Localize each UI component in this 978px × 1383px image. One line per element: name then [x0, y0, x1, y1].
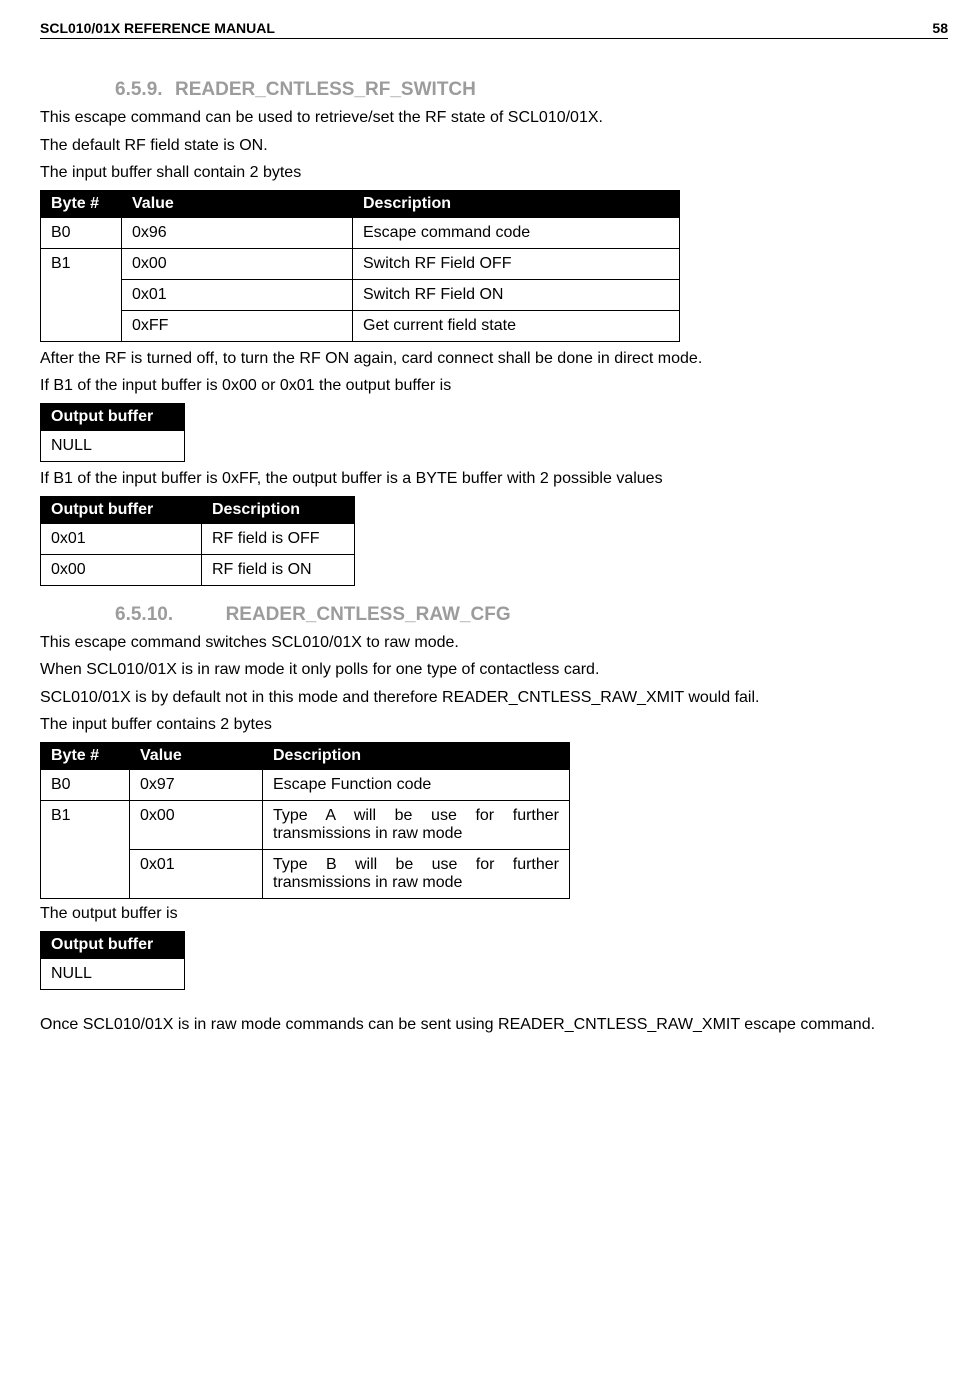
- paragraph: The default RF field state is ON.: [40, 135, 948, 157]
- table-cell: Type A will be use for further transmiss…: [263, 800, 570, 849]
- table-header: Description: [353, 190, 680, 217]
- table-row: NULL: [41, 430, 185, 461]
- paragraph: When SCL010/01X is in raw mode it only p…: [40, 659, 948, 681]
- table-cell: RF field is ON: [202, 554, 355, 585]
- table-row: B1 0x00 Type A will be use for further t…: [41, 800, 570, 849]
- table-cell: B0: [41, 769, 130, 800]
- table-header-row: Output buffer: [41, 403, 185, 430]
- table-cell: 0x00: [130, 800, 263, 849]
- table-cell: 0x01: [130, 849, 263, 898]
- page-header: SCL010/01X REFERENCE MANUAL 58: [40, 20, 948, 39]
- paragraph: If B1 of the input buffer is 0x00 or 0x0…: [40, 375, 948, 397]
- input-buffer-table-2: Byte # Value Description B0 0x97 Escape …: [40, 742, 570, 899]
- section-number: 6.5.9.: [115, 79, 163, 100]
- section-title: READER_CNTLESS_RF_SWITCH: [175, 79, 476, 100]
- table-cell: 0x97: [130, 769, 263, 800]
- output-buffer-table-2: Output buffer Description 0x01 RF field …: [40, 496, 355, 586]
- table-cell: 0x96: [122, 217, 353, 248]
- table-header: Byte #: [41, 742, 130, 769]
- table-header-row: Byte # Value Description: [41, 190, 680, 217]
- table-header-row: Output buffer: [41, 931, 185, 958]
- table-cell: NULL: [41, 430, 185, 461]
- table-header: Value: [122, 190, 353, 217]
- paragraph: The input buffer contains 2 bytes: [40, 714, 948, 736]
- table-cell: Switch RF Field OFF: [353, 248, 680, 279]
- section-heading-rf-switch: 6.5.9. READER_CNTLESS_RF_SWITCH: [115, 79, 948, 101]
- section-title: READER_CNTLESS_RAW_CFG: [226, 604, 511, 625]
- paragraph: After the RF is turned off, to turn the …: [40, 348, 948, 370]
- table-row: B0 0x96 Escape command code: [41, 217, 680, 248]
- doc-title: SCL010/01X REFERENCE MANUAL: [40, 20, 275, 36]
- table-header: Output buffer: [41, 931, 185, 958]
- table-cell: 0x00: [122, 248, 353, 279]
- paragraph: The output buffer is: [40, 903, 948, 925]
- table-cell: NULL: [41, 958, 185, 989]
- table-cell: B0: [41, 217, 122, 248]
- table-cell: Escape command code: [353, 217, 680, 248]
- section-number: 6.5.10.: [115, 604, 173, 625]
- table-row: B1 0x00 Switch RF Field OFF: [41, 248, 680, 279]
- paragraph: If B1 of the input buffer is 0xFF, the o…: [40, 468, 948, 490]
- table-row: B0 0x97 Escape Function code: [41, 769, 570, 800]
- table-row: NULL: [41, 958, 185, 989]
- output-buffer-table-3: Output buffer NULL: [40, 931, 185, 990]
- table-header: Description: [263, 742, 570, 769]
- table-cell: Escape Function code: [263, 769, 570, 800]
- table-header: Output buffer: [41, 403, 185, 430]
- table-header-row: Output buffer Description: [41, 496, 355, 523]
- table-header: Output buffer: [41, 496, 202, 523]
- table-cell: B1: [41, 800, 130, 898]
- table-row: 0x01 RF field is OFF: [41, 523, 355, 554]
- table-row: 0x01 Switch RF Field ON: [41, 279, 680, 310]
- paragraph: Once SCL010/01X is in raw mode commands …: [40, 1014, 948, 1036]
- table-cell: Get current field state: [353, 310, 680, 341]
- table-cell: 0x00: [41, 554, 202, 585]
- table-row: 0xFF Get current field state: [41, 310, 680, 341]
- table-header: Byte #: [41, 190, 122, 217]
- table-cell: 0xFF: [122, 310, 353, 341]
- table-cell: 0x01: [41, 523, 202, 554]
- table-cell: Type B will be use for further transmiss…: [263, 849, 570, 898]
- section-heading-raw-cfg: 6.5.10. READER_CNTLESS_RAW_CFG: [115, 604, 948, 626]
- input-buffer-table-1: Byte # Value Description B0 0x96 Escape …: [40, 190, 680, 342]
- paragraph: The input buffer shall contain 2 bytes: [40, 162, 948, 184]
- page-number: 58: [932, 20, 948, 36]
- table-cell: Switch RF Field ON: [353, 279, 680, 310]
- output-buffer-table-1: Output buffer NULL: [40, 403, 185, 462]
- paragraph: SCL010/01X is by default not in this mod…: [40, 687, 948, 709]
- table-header: Value: [130, 742, 263, 769]
- table-cell: B1: [41, 248, 122, 341]
- paragraph: This escape command switches SCL010/01X …: [40, 632, 948, 654]
- paragraph: This escape command can be used to retri…: [40, 107, 948, 129]
- table-header-row: Byte # Value Description: [41, 742, 570, 769]
- table-cell: 0x01: [122, 279, 353, 310]
- table-cell: RF field is OFF: [202, 523, 355, 554]
- table-header: Description: [202, 496, 355, 523]
- table-row: 0x00 RF field is ON: [41, 554, 355, 585]
